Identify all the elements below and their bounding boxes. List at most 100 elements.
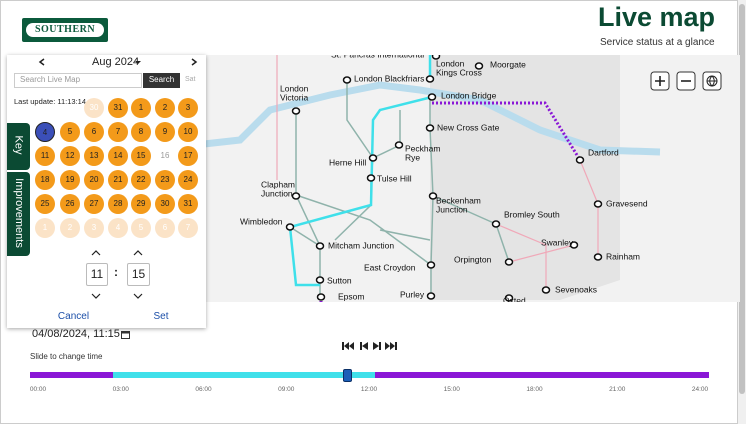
day-cell[interactable]: 1 — [131, 98, 151, 118]
station-marker[interactable] — [342, 76, 352, 84]
day-cell[interactable]: 6 — [84, 122, 104, 142]
day-cell[interactable]: 30 — [155, 194, 175, 214]
day-cell[interactable]: 5 — [131, 218, 151, 238]
day-cell[interactable]: 12 — [60, 146, 80, 166]
station-marker[interactable] — [315, 242, 325, 250]
station-marker[interactable] — [491, 220, 501, 228]
day-cell[interactable]: 7 — [108, 122, 128, 142]
time-arrows[interactable] — [91, 250, 143, 299]
station-marker[interactable] — [431, 55, 441, 60]
day-cell[interactable]: 11 — [35, 146, 55, 166]
day-cell[interactable]: 4 — [35, 122, 55, 142]
station-label: Swanley — [541, 237, 574, 247]
day-cell[interactable]: 2 — [155, 98, 175, 118]
station-marker[interactable] — [425, 75, 435, 83]
day-cell[interactable]: 18 — [35, 170, 55, 190]
zoom-in[interactable] — [650, 71, 670, 91]
calendar-icon[interactable] — [121, 330, 130, 339]
station-marker[interactable] — [541, 286, 551, 294]
station-marker[interactable] — [504, 294, 514, 302]
month-dropdown[interactable] — [135, 61, 141, 64]
day-cell[interactable]: 2 — [60, 218, 80, 238]
set-button[interactable]: Set — [153, 311, 169, 322]
station-label: Bromley South — [504, 209, 560, 219]
station-marker[interactable] — [366, 174, 376, 182]
step-forward[interactable] — [373, 342, 381, 350]
station-marker[interactable] — [474, 62, 484, 70]
day-cell[interactable]: 17 — [178, 146, 198, 166]
station-marker[interactable] — [593, 253, 603, 261]
station-marker[interactable] — [593, 200, 603, 208]
station-marker[interactable] — [394, 141, 404, 149]
station-marker[interactable] — [426, 292, 436, 300]
step-back[interactable] — [360, 342, 368, 350]
station-marker[interactable] — [315, 276, 325, 284]
day-cell[interactable]: 20 — [84, 170, 104, 190]
prev-month[interactable] — [38, 58, 45, 66]
search-input[interactable]: Search Live Map — [14, 73, 142, 88]
station-marker[interactable] — [426, 261, 436, 269]
timeline-handle[interactable] — [343, 369, 352, 382]
station-marker[interactable] — [316, 293, 326, 301]
search-button[interactable]: Search — [143, 73, 180, 88]
day-cell[interactable]: 6 — [155, 218, 175, 238]
day-cell[interactable]: 1 — [35, 218, 55, 238]
day-cell[interactable]: 19 — [60, 170, 80, 190]
key-tab[interactable]: Key — [7, 123, 30, 170]
day-cell[interactable]: 15 — [131, 146, 151, 166]
river — [7, 81, 661, 156]
tab-label: Key — [12, 135, 25, 155]
day-cell[interactable]: 23 — [155, 170, 175, 190]
day-cell[interactable]: 16 — [160, 151, 170, 160]
day-cell[interactable]: 28 — [108, 194, 128, 214]
improvements-tab[interactable]: Improvements — [7, 172, 30, 256]
minute-input[interactable]: 15 — [127, 263, 150, 286]
globe[interactable] — [702, 71, 722, 91]
zoom-out[interactable] — [676, 71, 696, 91]
day-cell[interactable]: 29 — [131, 194, 151, 214]
day-cell[interactable]: 3 — [178, 98, 198, 118]
station-marker[interactable] — [569, 241, 579, 249]
day-cell[interactable]: 21 — [108, 170, 128, 190]
day-cell[interactable]: 27 — [84, 194, 104, 214]
day-cell[interactable]: 24 — [178, 170, 198, 190]
station-label: London Blackfriars — [354, 73, 424, 83]
datetime[interactable]: 04/08/2024, 11:15 — [32, 328, 120, 340]
station-marker[interactable] — [285, 223, 295, 231]
station-marker[interactable] — [425, 124, 435, 132]
day-cell[interactable]: 7 — [178, 218, 198, 238]
skip-end[interactable] — [385, 342, 397, 350]
day-cell[interactable]: 4 — [108, 218, 128, 238]
day-cell[interactable]: 26 — [60, 194, 80, 214]
day-cell[interactable]: 9 — [155, 122, 175, 142]
pink-lines — [276, 55, 599, 290]
day-cell[interactable]: 8 — [131, 122, 151, 142]
station-marker[interactable] — [504, 258, 514, 266]
station-marker[interactable] — [291, 107, 301, 115]
day-cell[interactable]: 5 — [60, 122, 80, 142]
day-cell[interactable]: 14 — [108, 146, 128, 166]
station-marker[interactable] — [428, 192, 438, 200]
next-month[interactable] — [191, 58, 198, 66]
skip-start[interactable] — [342, 342, 354, 350]
hour-input[interactable]: 11 — [86, 263, 108, 286]
day-cell[interactable]: 22 — [131, 170, 151, 190]
day-cell[interactable]: 25 — [35, 194, 55, 214]
day-cell[interactable]: 13 — [84, 146, 104, 166]
day-cell[interactable]: 30 — [84, 98, 104, 118]
station-marker[interactable] — [427, 93, 437, 101]
station-marker[interactable] — [368, 154, 378, 162]
day-cell[interactable]: 31 — [178, 194, 198, 214]
day-cell[interactable]: 10 — [178, 122, 198, 142]
scroll-thumb[interactable] — [739, 4, 745, 394]
station-label: Herne Hill — [329, 157, 366, 167]
day-cell[interactable]: 31 — [108, 98, 128, 118]
logo[interactable]: SOUTHERN — [22, 18, 108, 42]
cancel-button[interactable]: Cancel — [57, 311, 90, 322]
station-marker[interactable] — [291, 192, 301, 200]
month-label[interactable]: Aug 2024 — [92, 56, 140, 68]
time-label: 06:00 — [195, 386, 212, 393]
day-cell[interactable]: 3 — [84, 218, 104, 238]
station-marker[interactable] — [575, 156, 585, 164]
